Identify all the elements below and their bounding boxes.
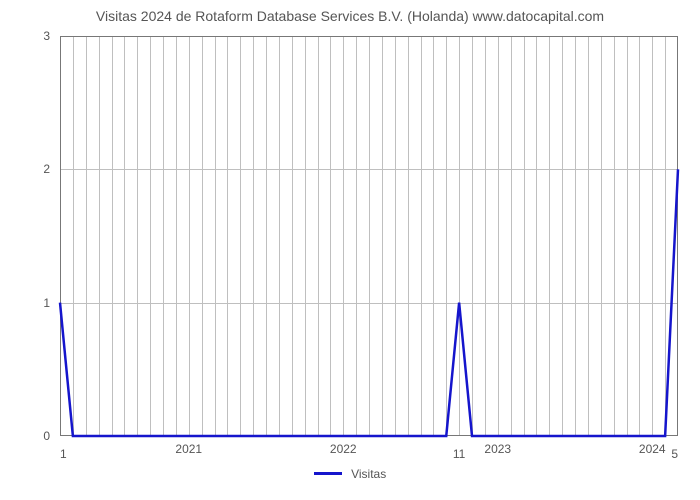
- point-label: 11: [453, 447, 465, 461]
- x-tick-label: 2022: [330, 442, 357, 456]
- legend-swatch: [314, 472, 342, 475]
- point-label: 5: [671, 447, 678, 461]
- y-tick-label: 3: [0, 29, 50, 43]
- y-tick-label: 0: [0, 429, 50, 443]
- chart-title: Visitas 2024 de Rotaform Database Servic…: [0, 8, 700, 24]
- legend-label: Visitas: [351, 467, 386, 481]
- data-line: [60, 36, 678, 436]
- point-label: 1: [60, 447, 67, 461]
- series-line: [60, 169, 678, 436]
- x-tick-label: 2023: [484, 442, 511, 456]
- legend: Visitas: [0, 466, 700, 481]
- plot-area: 1115: [60, 36, 678, 436]
- y-tick-label: 2: [0, 162, 50, 176]
- x-tick-label: 2024: [639, 442, 666, 456]
- x-tick-label: 2021: [175, 442, 202, 456]
- chart-container: { "chart": { "type": "line", "title": "V…: [0, 0, 700, 500]
- y-tick-label: 1: [0, 296, 50, 310]
